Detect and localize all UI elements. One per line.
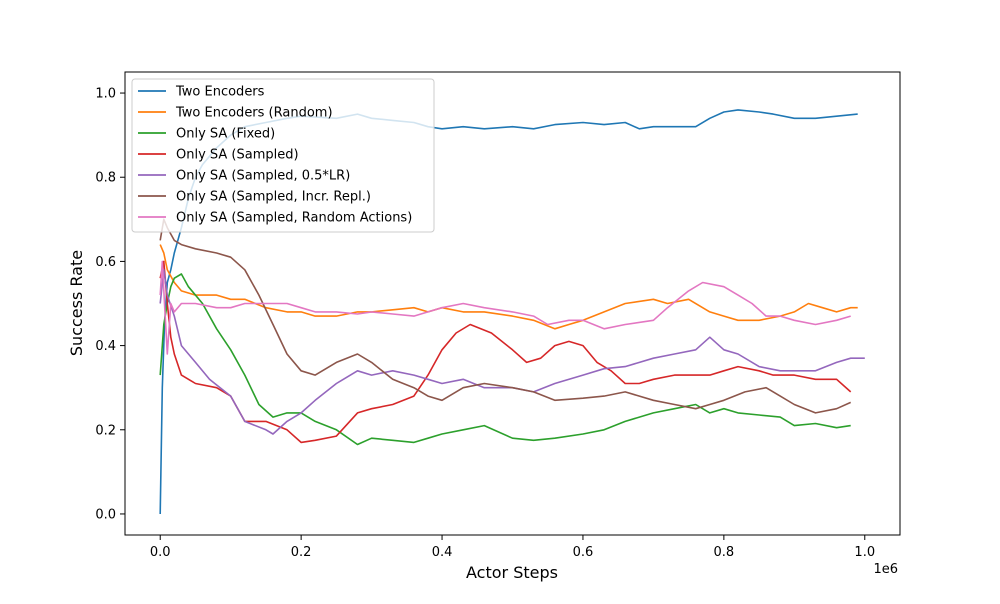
y-axis: 0.0 0.2 0.4 0.6 0.8 1.0	[95, 87, 125, 522]
x-tick-label: 0.4	[432, 545, 453, 560]
legend: Two Encoders Two Encoders (Random) Only SA…	[131, 78, 435, 233]
x-tick-label: 0.8	[714, 545, 735, 560]
x-tick-label: 0.6	[573, 545, 594, 560]
x-axis: 0.0 0.2 0.4 0.6 0.8 1.0	[150, 535, 875, 560]
series-line-1	[159, 244, 858, 330]
y-tick-label: 0.0	[95, 507, 116, 522]
series-line-5	[159, 218, 852, 414]
series-line-4	[159, 269, 865, 435]
y-tick-label: 1.0	[95, 87, 116, 102]
series-line-3	[159, 260, 852, 444]
x-tick-label: 1.0	[854, 545, 875, 560]
legend-label: Two Encoders	[175, 85, 265, 100]
legend-label: Only SA (Sampled, Random Actions)	[176, 211, 412, 226]
legend-label: Only SA (Sampled, Incr. Repl.)	[176, 190, 371, 205]
plot-frame	[124, 71, 901, 536]
legend-box	[131, 78, 435, 233]
legend-label: Two Encoders (Random)	[175, 106, 333, 121]
x-tick-label: 0.2	[291, 545, 312, 560]
series-line-6	[159, 260, 851, 355]
y-axis-label: Success Rate	[67, 250, 86, 356]
legend-label: Only SA (Sampled, 0.5*LR)	[176, 169, 350, 184]
y-tick-label: 0.2	[95, 423, 116, 438]
legend-label: Only SA (Sampled)	[176, 148, 299, 163]
series-line-2	[159, 273, 851, 446]
x-axis-label: Actor Steps	[466, 563, 558, 582]
x-tick-label: 0.0	[150, 545, 171, 560]
y-tick-label: 0.4	[95, 339, 116, 354]
y-tick-label: 0.6	[95, 255, 116, 270]
legend-label: Only SA (Fixed)	[176, 127, 275, 142]
y-tick-label: 0.8	[95, 171, 116, 186]
x-axis-offset-label: 1e6	[873, 562, 898, 577]
